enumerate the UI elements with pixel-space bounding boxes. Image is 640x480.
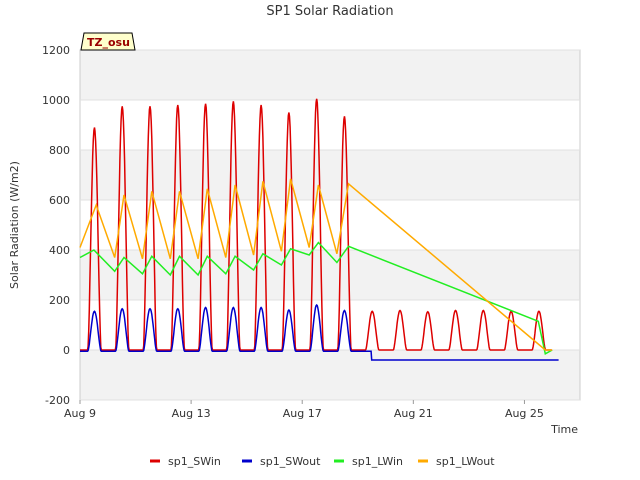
chart-title: SP1 Solar Radiation (266, 4, 393, 19)
x-tick-label: Aug 9 (64, 407, 96, 420)
y-axis-label: Solar Radiation (W/m2) (8, 161, 21, 289)
x-tick-label: Aug 17 (283, 407, 322, 420)
y-tick-label: 1000 (42, 94, 70, 107)
x-tick-label: Aug 13 (172, 407, 211, 420)
series-line-sp1_SWin (80, 98, 552, 351)
y-tick-label: -200 (45, 394, 70, 407)
y-tick-label: 0 (63, 344, 70, 357)
background-band (80, 150, 580, 200)
series-line-sp1_LWin (79, 241, 553, 355)
legend-label-sp1_LWout: sp1_LWout (436, 455, 495, 468)
background-band (80, 100, 580, 150)
background-band (80, 350, 580, 400)
timezone-annotation: TZ_osu (80, 32, 136, 51)
x-axis-ticks: Aug 9 Aug 13 Aug 17 Aug 21 Aug 25 (64, 400, 544, 420)
timezone-annotation-box (80, 32, 136, 51)
legend-label-sp1_LWin: sp1_LWin (352, 455, 403, 468)
y-axis-ticks: -200 0 200 400 600 800 1000 1200 (42, 44, 70, 407)
y-tick-label: 1200 (42, 44, 70, 57)
y-tick-label: 400 (49, 244, 70, 257)
background-band (80, 200, 580, 250)
series-line-sp1_LWout (79, 178, 553, 351)
series-layer (79, 98, 559, 361)
series-line-sp1_SWout (80, 303, 559, 361)
x-tick-label: Aug 21 (394, 407, 433, 420)
y-tick-label: 600 (49, 194, 70, 207)
timezone-annotation-text: TZ_osu (87, 36, 130, 49)
legend-label-sp1_SWout: sp1_SWout (260, 455, 321, 468)
y-tick-label: 800 (49, 144, 70, 157)
x-tick-label: Aug 25 (505, 407, 544, 420)
x-axis-label: Time (550, 423, 578, 436)
y-tick-label: 200 (49, 294, 70, 307)
background-band (80, 50, 580, 100)
legend-label-sp1_SWin: sp1_SWin (168, 455, 221, 468)
background-band (80, 250, 580, 300)
gridlines (80, 49, 580, 401)
legend: sp1_SWin sp1_SWout sp1_LWin sp1_LWout (150, 455, 495, 468)
